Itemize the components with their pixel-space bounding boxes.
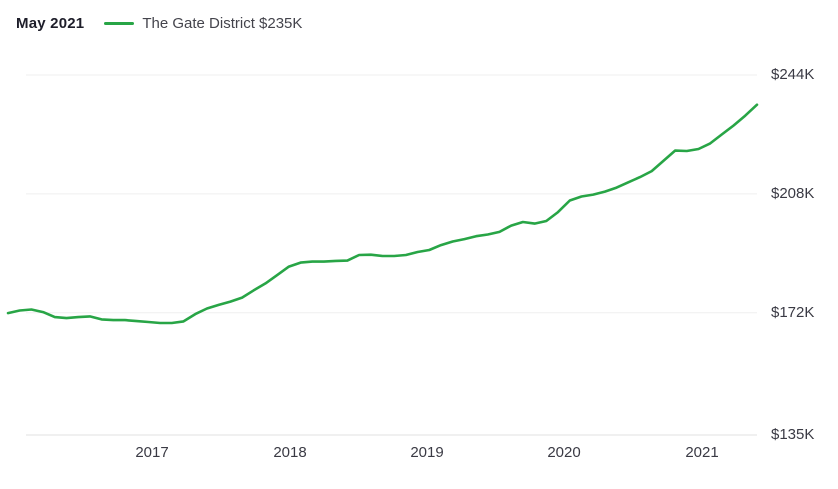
chart-legend: May 2021 The Gate District $235K [16, 14, 302, 32]
x-axis-label: 2019 [410, 444, 444, 461]
price-line [6, 103, 759, 325]
x-axis-label: 2017 [135, 444, 169, 461]
selected-date-label: May 2021 [16, 14, 85, 32]
y-axis-label: $244K [771, 66, 815, 83]
x-axis-label: 2021 [685, 444, 719, 461]
series-legend-label: The Gate District $235K [142, 14, 303, 32]
x-axis-label: 2018 [273, 444, 307, 461]
y-axis-label: $172K [771, 303, 815, 321]
legend-item-gate-district[interactable]: The Gate District $235K [104, 15, 302, 32]
y-axis-label: $135K [771, 426, 815, 443]
y-axis-label: $208K [771, 184, 815, 202]
series-line-swatch-icon [104, 21, 135, 25]
x-axis-label: 2020 [547, 444, 581, 461]
